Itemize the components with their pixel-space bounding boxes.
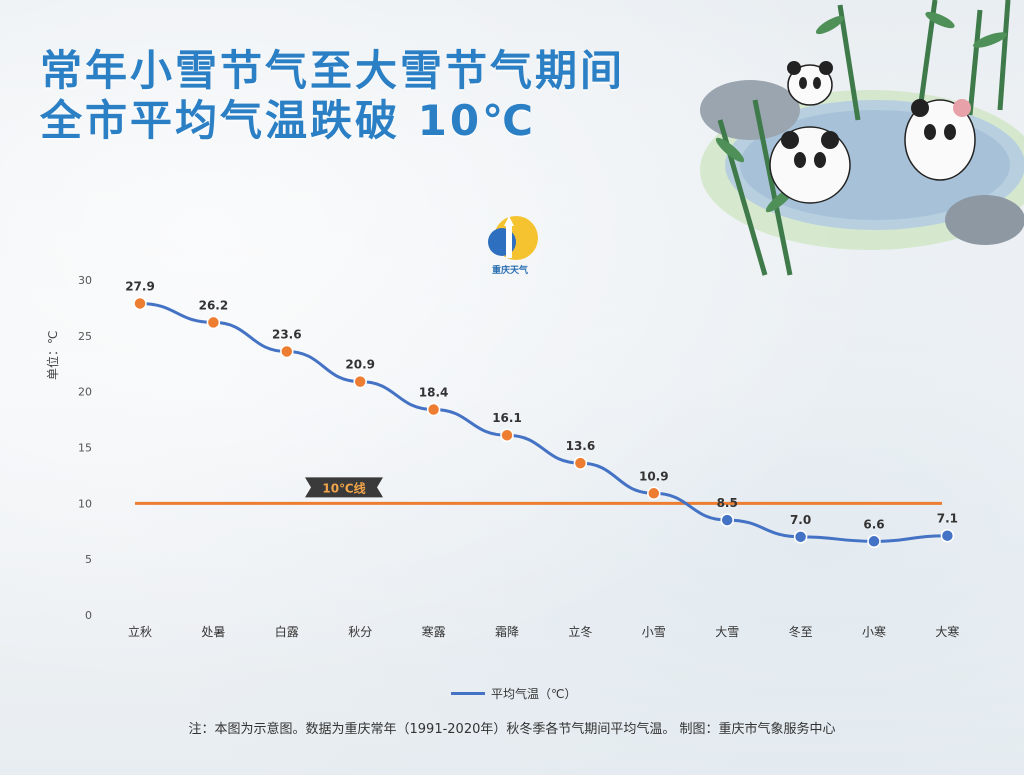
y-tick-label: 20 [78, 386, 92, 399]
x-tick-label: 大雪 [715, 625, 739, 639]
data-labels: 27.9 26.2 23.6 20.9 18.4 16.1 13.6 10.9 8.5 7.0 6.… [125, 279, 958, 531]
series-avg-temp [133, 296, 955, 549]
page-title: 常年小雪节气至大雪节气期间 全市平均气温跌破 10℃ [40, 46, 625, 146]
data-label: 10.9 [639, 469, 669, 483]
title-line-1: 常年小雪节气至大雪节气期间 [40, 46, 626, 95]
data-point [426, 402, 441, 417]
footnote: 注：本图为示意图。数据为重庆常年（1991-2020年）秋冬季各节气期间平均气温… [188, 722, 836, 737]
data-point [133, 296, 147, 311]
data-point [793, 530, 808, 544]
x-tick-label: 大寒 [935, 624, 959, 639]
data-point [720, 513, 734, 527]
y-tick-label: 25 [78, 330, 92, 343]
legend: 平均气温（℃） [451, 685, 576, 702]
x-tick-label: 小雪 [642, 625, 666, 639]
y-tick-label: 5 [85, 553, 92, 566]
data-point [500, 428, 514, 442]
x-tick-label: 冬至 [789, 624, 813, 639]
data-point [940, 528, 955, 543]
panda-pond-illustration [700, 0, 1024, 276]
data-label: 6.6 [863, 517, 884, 531]
y-tick-label: 30 [78, 274, 92, 287]
x-tick-label: 霜降 [495, 625, 519, 639]
x-tick-label: 小寒 [862, 624, 886, 639]
legend-swatch [451, 692, 485, 695]
logo-text: 重庆天气 [491, 266, 528, 276]
y-tick-label: 15 [78, 442, 92, 455]
x-tick-label: 秋分 [348, 625, 372, 639]
data-label: 16.1 [492, 411, 522, 425]
data-label: 20.9 [345, 358, 375, 372]
x-tick-label: 处暑 [201, 625, 225, 639]
data-point [280, 344, 294, 359]
series-line [139, 301, 948, 543]
y-axis: 0 5 10 15 20 25 30 [78, 274, 92, 622]
data-label: 27.9 [125, 279, 155, 293]
data-point [353, 374, 367, 389]
data-label: 8.5 [717, 496, 738, 510]
threshold-tag [305, 477, 383, 498]
data-label: 13.6 [566, 439, 596, 453]
legend-label: 平均气温（℃） [491, 687, 577, 701]
x-tick-label: 白露 [275, 624, 299, 639]
data-label: 7.1 [937, 512, 958, 526]
x-tick-label: 立秋 [128, 624, 152, 639]
chongqing-weather-logo [488, 216, 538, 260]
data-label: 18.4 [419, 386, 449, 400]
threshold-label: 10℃线 [322, 480, 365, 495]
y-tick-label: 10 [78, 497, 92, 510]
data-point [573, 456, 588, 470]
data-label: 26.2 [199, 298, 229, 312]
x-tick-label: 立冬 [568, 624, 592, 639]
y-tick-label: 0 [85, 609, 92, 622]
data-label: 7.0 [790, 513, 811, 527]
x-axis: 立秋 处暑 白露 秋分 寒露 霜降 立冬 小雪 大雪 冬至 小寒 大寒 [128, 624, 959, 639]
x-tick-label: 寒露 [422, 624, 446, 639]
title-line-2: 全市平均气温跌破 10℃ [40, 96, 536, 145]
data-label: 23.6 [272, 327, 302, 341]
data-point [647, 486, 661, 501]
data-point [206, 315, 221, 330]
data-point [867, 534, 881, 549]
threshold-10c: 10℃线 [135, 477, 942, 505]
